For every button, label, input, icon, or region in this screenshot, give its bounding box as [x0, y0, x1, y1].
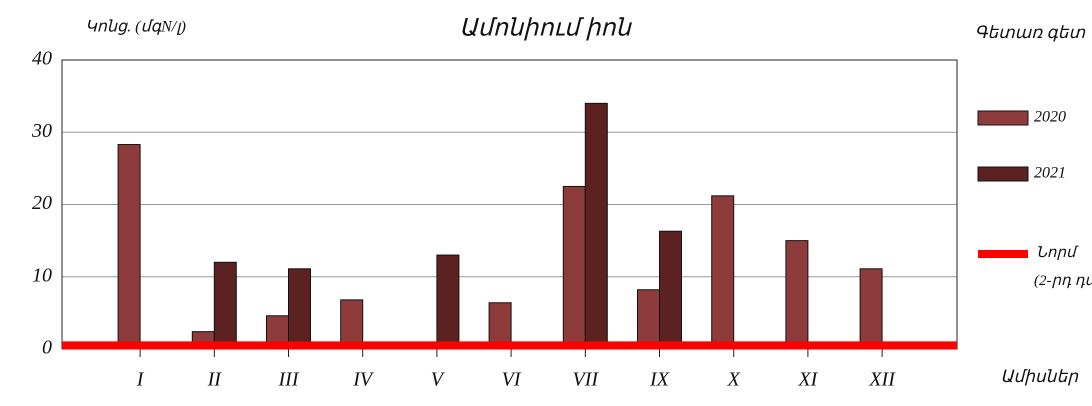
- bar: [117, 144, 141, 350]
- legend-swatch: [977, 110, 1029, 126]
- bar: [288, 268, 311, 350]
- bar: [562, 185, 586, 350]
- legend-label: 2021: [1034, 165, 1066, 182]
- legend-swatch: [977, 166, 1029, 182]
- bar: [659, 230, 682, 350]
- x-tick-label: III: [278, 369, 300, 391]
- bar: [859, 268, 883, 350]
- x-tick-label: I: [136, 369, 145, 391]
- subtitle: Գետառ գետ: [975, 23, 1086, 42]
- x-tick-label: IX: [649, 369, 670, 391]
- x-tick-label: V: [431, 369, 446, 391]
- y-tick-label: 20: [32, 192, 52, 214]
- legend-label: 2020: [1034, 109, 1066, 126]
- x-tick-label: XI: [797, 369, 818, 391]
- bar: [436, 254, 460, 350]
- x-tick-label: II: [207, 369, 223, 391]
- bar: [711, 195, 735, 350]
- y-tick-label: 40: [32, 48, 52, 70]
- x-tick-label: XII: [868, 369, 896, 391]
- x-tick-label: VI: [502, 369, 522, 391]
- x-axis-label: Ամիսներ: [1000, 367, 1079, 386]
- x-tick-label: IV: [352, 369, 375, 391]
- legend-label: Նորմ(2-րդ դաս): [1034, 245, 1092, 289]
- x-tick-label: X: [727, 369, 741, 391]
- chart-title: Ամոնիում իոն: [459, 16, 633, 42]
- bar: [584, 102, 608, 350]
- y-tick-label: 30: [31, 120, 52, 142]
- y-tick-label: 10: [32, 264, 52, 286]
- bar: [637, 289, 660, 350]
- bar: [213, 261, 237, 350]
- y-tick-label: 0: [42, 337, 52, 359]
- bar: [785, 240, 809, 350]
- y-axis-label: Կոնց. (մգN/լ): [85, 19, 186, 36]
- x-tick-label: VII: [573, 369, 600, 391]
